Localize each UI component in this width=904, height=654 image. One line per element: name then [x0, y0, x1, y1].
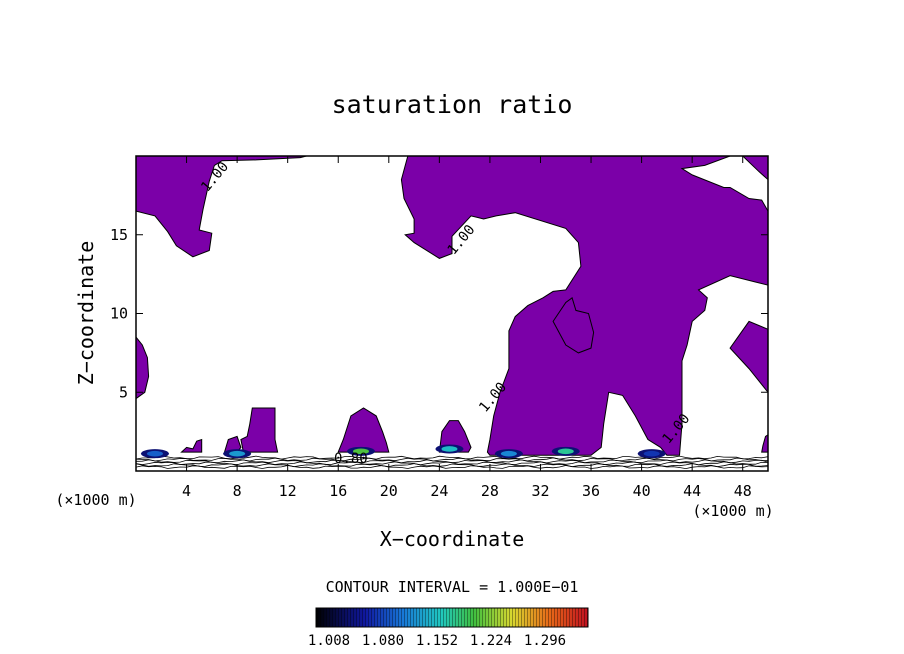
region-10 — [438, 420, 472, 453]
high-saturation-blobs — [140, 444, 666, 459]
colorbar-label-0: 1.008 — [308, 633, 350, 649]
surface-line-1 — [136, 463, 768, 468]
colorbar-frame — [315, 607, 589, 628]
y-tick-label-0: 5 — [119, 383, 128, 401]
region-0 — [136, 156, 307, 258]
colorbar-label-4: 1.296 — [524, 633, 566, 649]
region-9 — [337, 407, 390, 453]
region-8 — [180, 438, 203, 453]
blob-inner-6 — [643, 450, 660, 457]
x-tick-label-3: 16 — [329, 482, 347, 500]
x-axis-label: X−coordinate — [380, 527, 525, 551]
x-tick-label-11: 48 — [734, 482, 752, 500]
region-5 — [552, 296, 595, 354]
x-unit-left: (×1000 m) — [55, 491, 136, 509]
colorbar-labels: 1.008 1.080 1.152 1.224 1.296 — [308, 633, 566, 649]
surface-line-0 — [136, 465, 768, 470]
blob-inner-2 — [352, 448, 369, 455]
x-axis-ticks: 4 8 12 16 20 24 28 32 36 40 44 48 — [182, 156, 752, 500]
x-tick-label-2: 12 — [279, 482, 297, 500]
x-tick-label-5: 24 — [430, 482, 448, 500]
region-2 — [400, 156, 768, 456]
x-tick-label-4: 20 — [380, 482, 398, 500]
contour-label-4: 0.80 — [334, 451, 368, 467]
supersaturated-regions — [136, 156, 768, 456]
y-axis-label: Z−coordinate — [74, 241, 98, 386]
blob-inner-5 — [557, 448, 574, 455]
surface-contour-lines — [136, 455, 768, 470]
colorbar-label-2: 1.152 — [416, 633, 458, 649]
colorbar-label-1: 1.080 — [362, 633, 404, 649]
y-tick-label-2: 15 — [110, 226, 128, 244]
y-axis-ticks: 5 10 15 — [110, 226, 768, 401]
blob-inner-3 — [441, 446, 458, 452]
x-tick-label-0: 4 — [182, 482, 191, 500]
region-1 — [136, 336, 150, 400]
x-tick-label-6: 28 — [481, 482, 499, 500]
x-unit-right: (×1000 m) — [692, 502, 773, 520]
blob-inner-4 — [500, 450, 517, 457]
region-4 — [729, 320, 768, 394]
surface-line-3 — [136, 459, 768, 464]
x-tick-label-7: 32 — [531, 482, 549, 500]
blob-inner-1 — [229, 450, 246, 457]
chart-title: saturation ratio — [332, 90, 573, 119]
region-6 — [240, 407, 279, 453]
colorbar-label-3: 1.224 — [470, 633, 512, 649]
x-tick-label-10: 44 — [683, 482, 701, 500]
region-11 — [761, 434, 768, 453]
contour-interval-text: CONTOUR INTERVAL = 1.000E−01 — [326, 578, 579, 596]
x-tick-label-8: 36 — [582, 482, 600, 500]
y-tick-label-1: 10 — [110, 305, 128, 323]
surface-line-5 — [136, 455, 768, 460]
x-tick-label-1: 8 — [233, 482, 242, 500]
surface-line-4 — [136, 457, 768, 462]
x-tick-label-9: 40 — [633, 482, 651, 500]
region-3 — [741, 156, 768, 181]
blob-inner-0 — [146, 450, 163, 457]
